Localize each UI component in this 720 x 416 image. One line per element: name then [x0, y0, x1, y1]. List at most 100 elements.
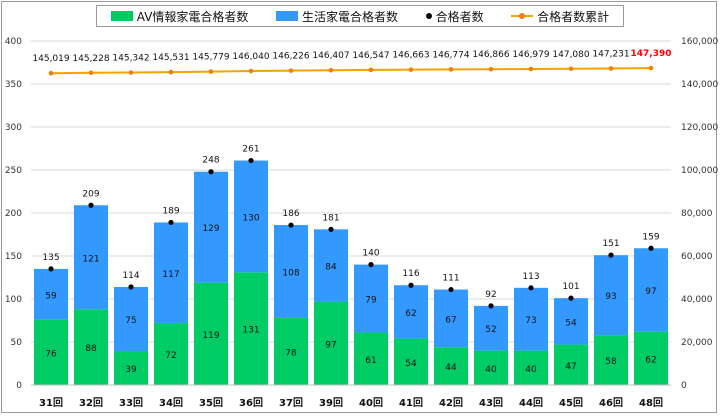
bar-label-life: 75	[125, 316, 136, 326]
bar-label-av: 131	[242, 326, 259, 336]
bar-av	[114, 351, 148, 385]
cumulative-point	[48, 70, 54, 76]
bar-av	[74, 309, 108, 385]
bar-label-life: 79	[365, 296, 377, 306]
cumulative-label: 145,342	[112, 54, 149, 64]
cumulative-point	[128, 70, 134, 75]
y2-tick-label: 40,000	[681, 295, 713, 305]
bar-av	[34, 319, 68, 385]
x-tick-label: 44回	[519, 397, 543, 409]
bar-av	[194, 282, 228, 385]
y2-tick-label: 140,000	[681, 80, 718, 90]
bar-life	[314, 229, 348, 302]
legend-marker-total	[425, 13, 432, 19]
y2-tick-label: 160,000	[681, 37, 718, 47]
total-label: 151	[602, 239, 619, 249]
bar-life	[354, 264, 388, 333]
bar-label-life: 59	[45, 291, 57, 301]
bar-av	[394, 338, 428, 385]
x-tick-label: 31回	[39, 397, 63, 409]
bar-label-av: 88	[85, 344, 97, 354]
bar-life	[634, 248, 668, 332]
cumulative-point	[528, 66, 534, 72]
bar-label-av: 39	[125, 365, 137, 375]
y-tick-label: 300	[5, 123, 22, 133]
bar-av	[474, 350, 508, 385]
bar-label-life: 117	[162, 270, 179, 280]
cumulative-label: 146,407	[312, 51, 349, 61]
total-label: 111	[442, 274, 459, 284]
bar-label-life: 121	[82, 254, 99, 264]
x-tick-label: 48回	[639, 397, 663, 409]
bar-label-life: 97	[645, 287, 656, 297]
cumulative-point	[368, 67, 374, 73]
total-dot	[128, 284, 134, 290]
total-dot	[408, 282, 414, 288]
cumulative-point	[488, 66, 494, 72]
cumulative-label: 145,228	[72, 54, 109, 64]
x-tick-label: 39回	[319, 397, 343, 409]
bar-av	[634, 331, 668, 385]
legend-item-av: AV情報家電合格者数	[110, 8, 248, 25]
y-tick-label: 50	[11, 338, 23, 348]
bar-label-life: 130	[242, 213, 259, 223]
bar-label-av: 72	[165, 351, 176, 361]
x-tick-label: 35回	[199, 397, 223, 409]
x-tick-label: 41回	[399, 397, 423, 409]
cumulative-label: 147,231	[592, 49, 629, 59]
y-tick-label: 150	[5, 252, 22, 262]
bar-label-life: 93	[605, 292, 616, 302]
x-tick-label: 46回	[599, 397, 623, 409]
bar-av	[514, 350, 548, 385]
bar-life	[594, 255, 628, 336]
total-dot	[288, 222, 294, 228]
bar-life	[114, 286, 148, 352]
bar-life	[434, 289, 468, 348]
cumulative-point	[208, 69, 214, 74]
bar-life	[154, 222, 188, 324]
cumulative-label: 147,080	[552, 50, 589, 60]
total-label: 101	[562, 282, 579, 292]
cumulative-point	[408, 67, 414, 72]
cumulative-point	[608, 66, 614, 71]
x-tick-label: 32回	[79, 397, 103, 409]
bar-label-av: 61	[365, 356, 376, 366]
total-label: 181	[322, 213, 339, 223]
legend-label-life: 生活家電合格者数	[302, 9, 399, 24]
y-tick-label: 200	[5, 209, 22, 219]
bar-label-life: 52	[485, 325, 496, 335]
legend-label-cumulative: 合格者数累計	[537, 9, 610, 24]
total-label: 116	[402, 269, 419, 279]
bar-av	[434, 347, 468, 385]
legend-swatch-life	[276, 11, 298, 21]
legend-item-cumulative: 合格者数累計	[511, 8, 609, 25]
x-tick-label: 33回	[119, 397, 143, 409]
y2-tick-label: 80,000	[681, 209, 713, 219]
bar-label-life: 54	[565, 318, 577, 328]
y2-tick-label: 100,000	[681, 166, 718, 176]
bar-life	[274, 225, 308, 318]
total-dot	[88, 202, 94, 208]
bar-av	[234, 272, 268, 385]
bar-label-av: 40	[525, 365, 537, 375]
bar-label-life: 62	[405, 309, 416, 319]
total-dot	[328, 226, 334, 232]
total-label: 248	[202, 156, 219, 166]
bar-label-av: 47	[565, 362, 576, 372]
total-dot	[488, 303, 494, 309]
cumulative-label: 146,979	[512, 50, 549, 60]
bar-label-av: 58	[605, 357, 617, 367]
x-tick-label: 34回	[159, 397, 183, 409]
bar-label-life: 108	[282, 268, 299, 278]
legend-item-life: 生活家電合格者数	[276, 8, 398, 25]
total-dot	[48, 266, 54, 272]
bar-av	[154, 323, 188, 385]
total-label: 186	[282, 209, 299, 219]
bar-av	[554, 344, 588, 385]
total-dot	[608, 252, 614, 258]
bar-label-av: 78	[285, 348, 297, 358]
bar-life	[34, 268, 68, 320]
cumulative-label: 146,866	[472, 50, 509, 60]
cumulative-label: 146,040	[232, 52, 269, 62]
bar-life	[74, 205, 108, 310]
